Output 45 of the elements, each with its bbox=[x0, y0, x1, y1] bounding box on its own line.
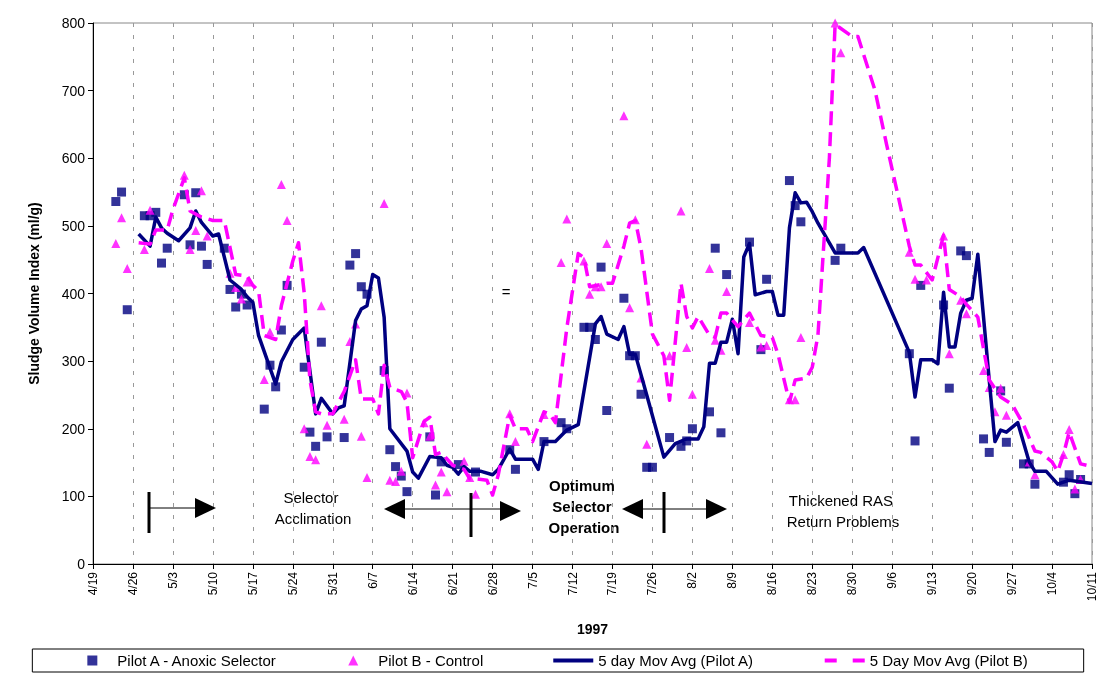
x-tick-label: 10/11 bbox=[1085, 571, 1099, 602]
x-tick-label: 7/12 bbox=[565, 571, 580, 596]
x-tick-label: 6/28 bbox=[485, 571, 500, 596]
x-tick-label: 4/19 bbox=[86, 571, 100, 596]
y-tick-label: 600 bbox=[61, 150, 86, 167]
x-tick-label: 7/26 bbox=[645, 571, 660, 596]
y-axis-title: Sludge Volume Index (ml/g) bbox=[26, 202, 42, 385]
x-tick-label: 9/6 bbox=[885, 571, 900, 589]
x-tick-label: 5/24 bbox=[285, 571, 300, 596]
y-tick-label: 700 bbox=[61, 82, 86, 99]
x-tick-label: 7/5 bbox=[525, 571, 540, 589]
y-tick-label: 400 bbox=[61, 285, 86, 302]
x-tick-label: 8/9 bbox=[725, 571, 740, 589]
x-tick-label: 5/3 bbox=[165, 571, 180, 589]
annotation: Thickened RAS Return Problems bbox=[786, 492, 900, 530]
x-tick-label: 6/7 bbox=[365, 571, 380, 589]
x-tick-label: 8/23 bbox=[805, 571, 820, 596]
legend-label: 5 day Mov Avg (Pilot A) bbox=[598, 652, 754, 669]
x-tick-label: 10/4 bbox=[1045, 571, 1060, 596]
y-tick-label: 0 bbox=[77, 556, 86, 572]
annotation: Optimum Selector Operation bbox=[548, 476, 620, 536]
y-tick-label: 300 bbox=[61, 353, 86, 370]
x-tick-label: 8/16 bbox=[765, 571, 780, 596]
annotation: Selector Acclimation bbox=[274, 489, 352, 527]
y-tick-label: 200 bbox=[61, 420, 86, 437]
x-tick-label: 5/31 bbox=[325, 571, 340, 596]
legend-label: Pilot A - Anoxic Selector bbox=[117, 652, 276, 669]
legend-label: 5 Day Mov Avg (Pilot B) bbox=[869, 652, 1028, 669]
x-tick-label: 9/13 bbox=[925, 571, 940, 596]
y-tick-label: 800 bbox=[61, 15, 86, 31]
y-tick-label: 500 bbox=[61, 217, 86, 234]
x-tick-label: 9/27 bbox=[1005, 571, 1020, 596]
x-tick-label: 6/21 bbox=[445, 571, 460, 596]
x-axis-title: 1997 bbox=[576, 621, 609, 637]
x-tick-label: 9/20 bbox=[965, 571, 980, 596]
x-tick-label: 7/19 bbox=[605, 571, 620, 596]
x-tick-label: 5/10 bbox=[205, 571, 220, 596]
x-tick-label: 8/30 bbox=[845, 571, 860, 596]
annotation: = bbox=[501, 282, 511, 300]
legend-label: Pilot B - Control bbox=[378, 652, 484, 669]
x-tick-label: 6/14 bbox=[405, 571, 420, 596]
x-tick-label: 5/17 bbox=[245, 571, 260, 596]
y-tick-label: 100 bbox=[61, 488, 86, 505]
x-tick-label: 4/26 bbox=[125, 571, 140, 596]
x-tick-label: 8/2 bbox=[685, 571, 700, 589]
